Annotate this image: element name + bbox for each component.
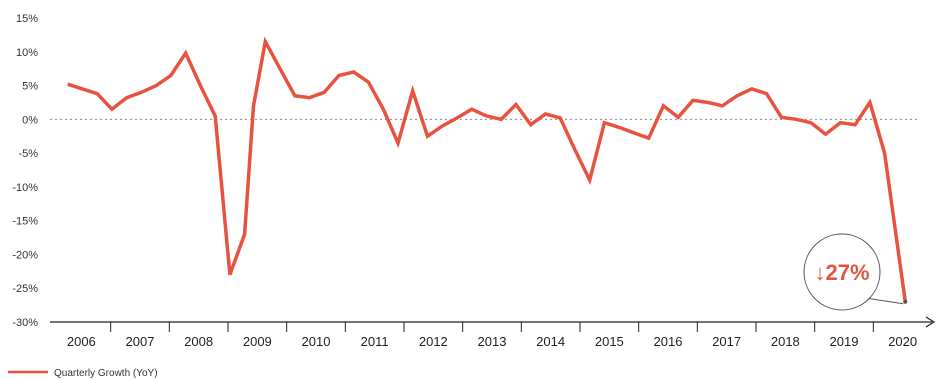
y-tick-label: 15% xyxy=(16,13,38,25)
x-tick-label: 2019 xyxy=(830,334,859,349)
x-tick-label: 2012 xyxy=(419,334,448,349)
y-tick-label: -10% xyxy=(12,182,38,194)
x-tick-label: 2011 xyxy=(361,334,389,349)
x-tick-label: 2006 xyxy=(67,334,96,349)
annotation-layer: ↓27% xyxy=(803,233,908,311)
callout-point xyxy=(903,299,908,304)
y-tick-label: -20% xyxy=(12,249,38,261)
x-tick-label: 2010 xyxy=(302,334,331,349)
x-tick-label: 2017 xyxy=(712,334,741,349)
callout-label: ↓27% xyxy=(814,260,869,285)
x-axis-ticks: 2006 2007 2008 2009 2010 2011 2012 2013 2014 2015… xyxy=(67,322,917,349)
x-tick-label: 2020 xyxy=(888,334,917,349)
y-tick-label: -25% xyxy=(12,283,38,295)
x-tick-label: 2008 xyxy=(184,334,213,349)
x-tick-label: 2018 xyxy=(771,334,800,349)
x-tick-label: 2013 xyxy=(478,334,507,349)
y-tick-label: -30% xyxy=(12,317,38,329)
y-tick-label: 5% xyxy=(22,81,38,93)
y-tick-label: 10% xyxy=(16,47,38,59)
x-axis-arrow xyxy=(925,316,936,328)
x-tick-label: 2014 xyxy=(536,334,565,349)
x-tick-label: 2015 xyxy=(595,334,624,349)
legend-label: Quarterly Growth (YoY) xyxy=(54,368,158,379)
x-tick-label: 2016 xyxy=(654,334,683,349)
callout-circle xyxy=(803,233,881,311)
callout-leader xyxy=(869,298,904,305)
x-tick-label: 2007 xyxy=(126,334,155,349)
y-axis-ticks: 15% 10% 5% 0% -5% -10% -15% -20% -25% -30% xyxy=(12,13,38,329)
series-layer xyxy=(67,36,908,302)
legend: Quarterly Growth (YoY) xyxy=(8,368,158,379)
y-tick-label: 0% xyxy=(22,114,38,126)
y-tick-label: -15% xyxy=(12,216,38,228)
series-line xyxy=(67,36,908,302)
x-tick-label: 2009 xyxy=(243,334,272,349)
y-tick-label: -5% xyxy=(18,148,38,160)
